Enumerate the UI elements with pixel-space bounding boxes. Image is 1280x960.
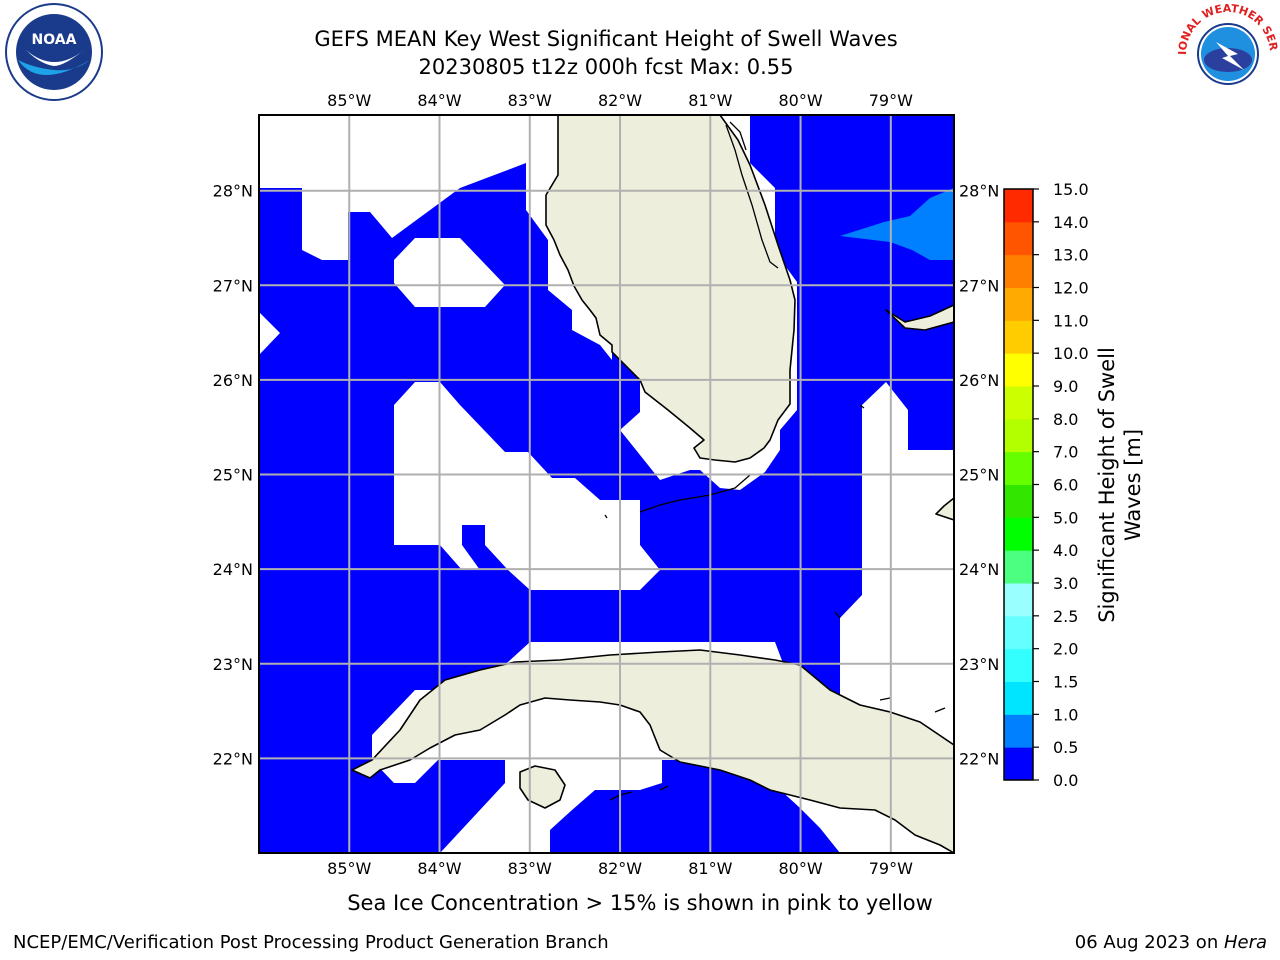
colorbar-bin-12 — [1004, 353, 1033, 387]
colorbar-tick-label-2: 1.0 — [1053, 705, 1078, 724]
lon-labels-top: 85°W 84°W 83°W 82°W 81°W 80°W 79°W — [327, 91, 913, 110]
andros-island — [935, 497, 954, 521]
lon-label-bottom-4: 81°W — [688, 859, 732, 878]
colorbar-tick-label-18: 15.0 — [1053, 180, 1089, 199]
colorbar-tick-label-8: 5.0 — [1053, 508, 1078, 527]
colorbar-label-line2: Waves [m] — [1121, 429, 1145, 541]
map-area — [259, 115, 954, 853]
lon-label-top-4: 81°W — [688, 91, 732, 110]
colorbar-bin-16 — [1004, 221, 1033, 256]
footer-date: 06 Aug 2023 on Hera — [1075, 932, 1267, 954]
noaa-logo-text: NOAA — [32, 32, 77, 48]
colorbar-bin-14 — [1004, 287, 1033, 321]
map-frame — [258, 114, 955, 854]
figure-title: GEFS MEAN Key West Significant Height of… — [314, 27, 898, 51]
lat-label-right-4: 24°N — [959, 560, 999, 579]
colorbar-bin-10 — [1004, 418, 1033, 453]
footer-host: Hera — [1223, 932, 1267, 953]
colorbar-tick-label-7: 4.0 — [1053, 541, 1078, 560]
lon-label-top-2: 83°W — [508, 91, 552, 110]
lat-label-left-3: 25°N — [213, 466, 253, 485]
colorbar-tick-label-15: 12.0 — [1053, 279, 1089, 298]
lat-label-left-0: 28°N — [213, 182, 253, 201]
isle-of-youth — [519, 765, 566, 809]
footer-branch: NCEP/EMC/Verification Post Processing Pr… — [13, 932, 609, 953]
cuba — [351, 649, 954, 853]
colorbar-tick-label-5: 2.5 — [1053, 607, 1078, 626]
lat-labels-right: 28°N 27°N 26°N 25°N 24°N 23°N 22°N — [959, 182, 999, 769]
colorbar-tick-label-10: 7.0 — [1053, 443, 1078, 462]
lat-label-left-5: 23°N — [213, 655, 253, 674]
colorbar-bin-9 — [1004, 451, 1033, 485]
lon-label-top-3: 82°W — [598, 91, 642, 110]
colorbar-tick-label-13: 10.0 — [1053, 344, 1089, 363]
lat-label-right-0: 28°N — [959, 182, 999, 201]
colorbar-ticks: 0.0 0.5 1.0 1.5 2.0 2.5 3.0 4.0 5.0 6.0 7.0 8.0 9.0 1… — [1033, 180, 1089, 790]
lat-label-right-5: 23°N — [959, 655, 999, 674]
lat-label-right-3: 25°N — [959, 466, 999, 485]
florida-peninsula — [545, 115, 796, 463]
colorbar-bin-17 — [1004, 189, 1033, 223]
colorbar-tick-label-1: 0.5 — [1053, 738, 1078, 757]
colorbar-bin-15 — [1004, 254, 1033, 288]
noaa-logo: NOAA — [5, 3, 103, 101]
colorbar-label-line1: Significant Height of Swell — [1095, 347, 1119, 623]
lon-label-top-1: 84°W — [417, 91, 461, 110]
colorbar-bin-5 — [1004, 583, 1033, 617]
lon-label-bottom-0: 85°W — [327, 859, 371, 878]
colorbar-label: Significant Height of SwellWaves [m] — [1095, 347, 1145, 623]
colorbar-bin-0 — [1004, 747, 1033, 781]
lon-label-top-5: 80°W — [778, 91, 822, 110]
colorbar-bin-2 — [1004, 681, 1033, 715]
lon-label-top-6: 79°W — [869, 91, 913, 110]
colorbar-tick-label-11: 8.0 — [1053, 410, 1078, 429]
colorbar-bin-11 — [1004, 386, 1033, 420]
colorbar-boxes — [1004, 189, 1033, 781]
colorbar-bin-7 — [1004, 517, 1033, 551]
lon-label-bottom-6: 79°W — [869, 859, 913, 878]
lat-label-left-1: 27°N — [213, 276, 253, 295]
colorbar-bin-3 — [1004, 648, 1033, 682]
colorbar-tick-label-3: 1.5 — [1053, 673, 1078, 692]
colorbar-tick-label-9: 6.0 — [1053, 476, 1078, 495]
lon-label-bottom-5: 80°W — [778, 859, 822, 878]
colorbar-tick-label-16: 13.0 — [1053, 246, 1089, 265]
colorbar-tick-label-17: 14.0 — [1053, 213, 1089, 232]
sea-ice-note: Sea Ice Concentration > 15% is shown in … — [347, 891, 933, 915]
lat-label-right-6: 22°N — [959, 749, 999, 768]
coastline-details — [604, 121, 946, 801]
swell-field-0.5-1.0 — [840, 188, 954, 260]
swell-field-gaps — [259, 238, 660, 590]
lat-labels-left: 28°N 27°N 26°N 25°N 24°N 23°N 22°N — [213, 182, 253, 769]
figure-subtitle: 20230805 t12z 000h fcst Max: 0.55 — [418, 55, 794, 79]
colorbar-bin-4 — [1004, 615, 1033, 650]
colorbar: 0.0 0.5 1.0 1.5 2.0 2.5 3.0 4.0 5.0 6.0 7.0 8.0 9.0 1… — [1003, 180, 1145, 790]
grand-bahama — [885, 304, 954, 331]
nws-logo: NATIONAL WEATHER SERVICE — [1176, 2, 1280, 104]
lat-label-right-1: 27°N — [959, 276, 999, 295]
colorbar-tick-label-6: 3.0 — [1053, 574, 1078, 593]
lon-labels-bottom: 85°W 84°W 83°W 82°W 81°W 80°W 79°W — [327, 859, 913, 878]
lon-label-bottom-3: 82°W — [598, 859, 642, 878]
lon-label-bottom-1: 84°W — [417, 859, 461, 878]
colorbar-tick-label-0: 0.0 — [1053, 771, 1078, 790]
colorbar-tick-label-12: 9.0 — [1053, 377, 1078, 396]
lat-label-right-2: 26°N — [959, 371, 999, 390]
lon-label-top-0: 85°W — [327, 91, 371, 110]
land-masses — [351, 115, 954, 853]
colorbar-tick-label-4: 2.0 — [1053, 640, 1078, 659]
footer-date-text: 06 Aug 2023 on — [1074, 932, 1224, 953]
colorbar-bin-6 — [1004, 550, 1033, 584]
colorbar-bin-1 — [1004, 714, 1033, 748]
colorbar-bin-13 — [1004, 320, 1033, 354]
colorbar-tick-label-14: 11.0 — [1053, 311, 1089, 330]
lon-label-bottom-2: 83°W — [508, 859, 552, 878]
colorbar-bin-8 — [1004, 484, 1033, 518]
lat-label-left-4: 24°N — [213, 560, 253, 579]
lat-label-left-2: 26°N — [213, 371, 253, 390]
lat-label-left-6: 22°N — [213, 749, 253, 768]
gridlines — [259, 115, 954, 853]
